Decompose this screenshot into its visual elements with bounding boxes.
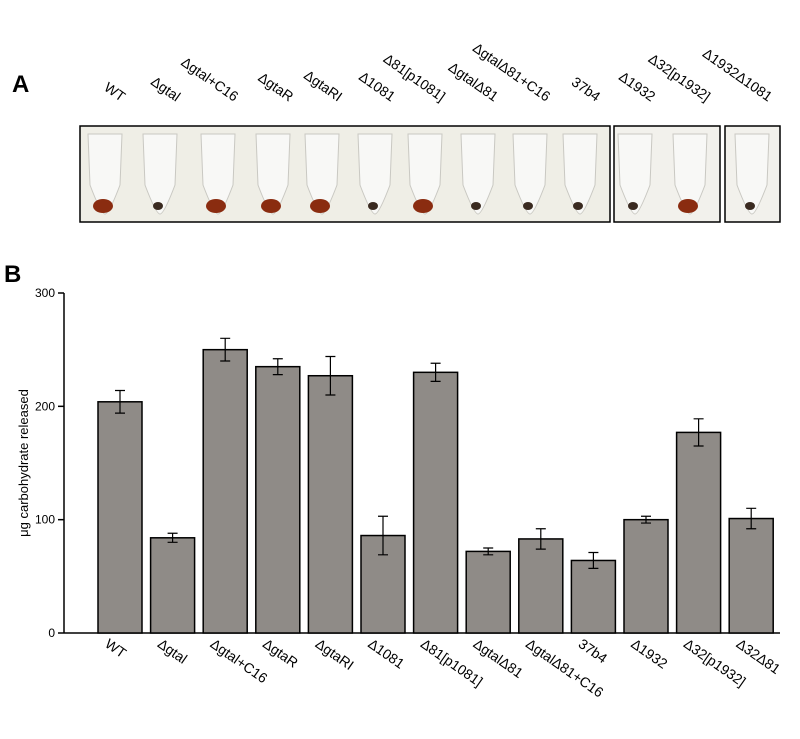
bar — [307, 374, 354, 634]
tube — [672, 133, 708, 215]
x-tick-label: Δ1081 — [365, 635, 408, 671]
x-tick-label: ΔgtaR — [260, 635, 301, 670]
y-tick-label: 100 — [35, 513, 55, 527]
tube — [304, 133, 340, 215]
error-bar — [746, 507, 757, 530]
y-axis-label: μg carbohydrate released — [16, 389, 31, 537]
bar — [412, 371, 459, 634]
bar — [202, 348, 248, 634]
tube — [512, 133, 548, 215]
pellet — [153, 202, 163, 210]
bar — [255, 365, 301, 634]
bar — [97, 401, 143, 634]
tube — [87, 133, 123, 215]
sample-label: 37b4 — [569, 73, 604, 104]
error-bar — [220, 337, 231, 362]
tube — [734, 133, 770, 215]
pellet — [310, 199, 330, 213]
error-bar — [167, 532, 178, 543]
bar — [465, 550, 511, 634]
sample-label: WT — [101, 79, 128, 105]
pellet — [413, 199, 433, 213]
error-bar — [693, 418, 704, 447]
sample-label: Δgtal — [148, 73, 183, 104]
sample-label: Δ1081 — [356, 68, 399, 104]
error-bar — [325, 355, 336, 396]
sample-label: ΔgtaRI — [301, 67, 345, 105]
tube — [562, 133, 598, 215]
tube — [460, 133, 496, 215]
bar — [623, 518, 669, 634]
x-tick-label: ΔgtaRI — [313, 635, 357, 673]
panel-letter: A — [12, 71, 29, 98]
tube — [255, 133, 291, 215]
error-bar — [588, 551, 599, 569]
tube — [407, 133, 443, 215]
pellet — [206, 199, 226, 213]
error-bar — [641, 515, 651, 524]
error-bar — [272, 358, 283, 376]
pellet — [93, 199, 113, 213]
bar — [570, 559, 617, 634]
error-bar — [378, 515, 388, 556]
pellet — [745, 202, 755, 210]
tube — [617, 133, 653, 215]
error-bar — [115, 389, 125, 414]
y-tick-label: 200 — [35, 399, 55, 413]
bar — [518, 538, 564, 634]
panel-letter: B — [4, 261, 21, 288]
sample-label: Δ1932Δ1081 — [700, 45, 776, 105]
x-tick-label: WT — [102, 635, 129, 661]
x-tick-label: Δgtal — [155, 635, 190, 666]
bar — [728, 517, 774, 634]
pellet — [261, 199, 281, 213]
error-bar — [535, 528, 546, 550]
tube — [357, 133, 393, 215]
pellet — [471, 202, 481, 210]
tube — [142, 133, 178, 215]
pellet — [678, 199, 698, 213]
error-bar — [483, 547, 494, 556]
pellet — [573, 202, 583, 210]
y-tick-label: 300 — [35, 286, 55, 300]
pellet — [368, 202, 378, 210]
sample-label: Δgtal+C16 — [178, 54, 241, 105]
bar — [149, 537, 196, 634]
y-tick-label: 0 — [48, 626, 55, 640]
sample-label: Δ1932 — [616, 68, 659, 104]
error-bar — [430, 362, 441, 382]
pellet — [523, 202, 533, 210]
pellet — [628, 202, 638, 210]
bar — [675, 431, 722, 634]
x-tick-label: 37b4 — [576, 635, 611, 666]
tube — [200, 133, 236, 215]
x-tick-label: Δgtal+C16 — [207, 635, 270, 686]
sample-label: ΔgtaR — [255, 69, 296, 104]
x-tick-label: Δ1932 — [628, 635, 671, 671]
